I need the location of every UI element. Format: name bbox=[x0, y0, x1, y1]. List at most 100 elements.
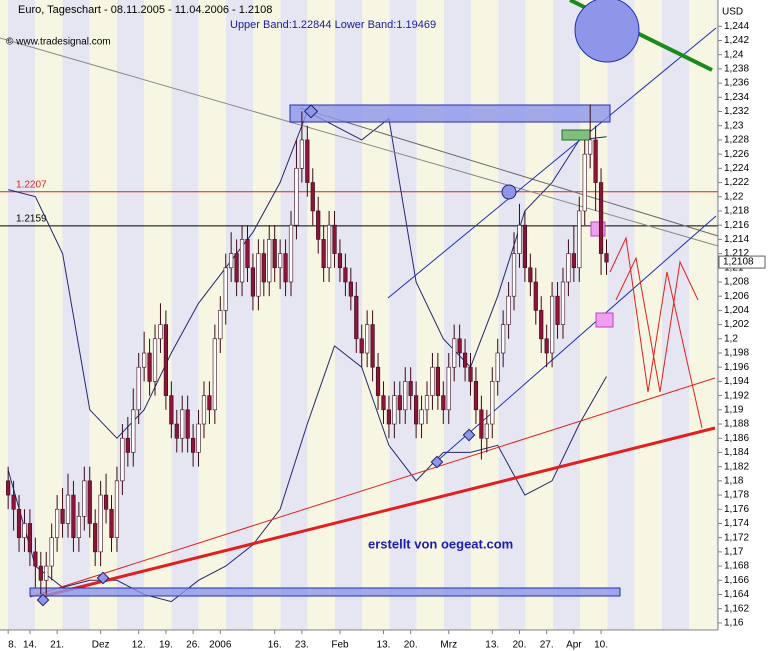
candle-body bbox=[316, 210, 321, 240]
candle-body bbox=[577, 210, 582, 269]
candle-body bbox=[479, 409, 484, 439]
y-tick-label: 1,234 bbox=[724, 92, 749, 103]
candle-body bbox=[55, 508, 60, 538]
level-label: 1.2207 bbox=[16, 179, 47, 190]
x-tick-label: Mrz bbox=[440, 640, 457, 651]
source: © www.tradesignal.com bbox=[6, 37, 111, 48]
candle-body bbox=[261, 253, 266, 283]
candle-body bbox=[98, 494, 103, 553]
candle-body bbox=[142, 352, 147, 368]
candle-body bbox=[506, 295, 511, 325]
candle-body bbox=[33, 551, 38, 567]
support-line bbox=[39, 426, 716, 599]
candle-body bbox=[386, 409, 392, 425]
chart-subtitle: Upper Band:1.22844 Lower Band:1.19469 bbox=[230, 19, 436, 31]
candle-body bbox=[283, 253, 288, 283]
candle-body bbox=[354, 295, 359, 340]
candle-body bbox=[272, 239, 277, 269]
y-tick-label: 1,176 bbox=[724, 504, 749, 515]
trend-line bbox=[299, 107, 719, 237]
candle-body bbox=[452, 338, 457, 368]
candle-body bbox=[174, 423, 179, 439]
last-price-box bbox=[718, 255, 766, 269]
candle-body bbox=[571, 253, 576, 269]
candle-body bbox=[528, 267, 533, 283]
pivot-markers bbox=[36, 104, 517, 607]
y-tick-label: 1,204 bbox=[724, 305, 749, 316]
y-tick-label: 1,214 bbox=[724, 234, 749, 245]
candle-body bbox=[370, 324, 375, 368]
y-tick-label: 1,164 bbox=[724, 589, 749, 600]
y-tick-label: 1,174 bbox=[724, 518, 749, 529]
y-tick-label: 1,232 bbox=[724, 106, 749, 117]
y-tick-label: 1,168 bbox=[724, 561, 749, 572]
candle-body bbox=[533, 281, 538, 311]
y-tick-label: 1,224 bbox=[724, 163, 749, 174]
x-tick-label: 20. bbox=[404, 640, 418, 651]
candle-body bbox=[288, 224, 294, 283]
candle-body bbox=[103, 494, 109, 510]
y-tick-label: 1,182 bbox=[724, 461, 749, 472]
candle-body bbox=[414, 395, 419, 425]
candle-body bbox=[522, 224, 528, 269]
candle-body bbox=[136, 366, 141, 411]
y-tick-label: 1,202 bbox=[724, 319, 749, 330]
candle-body bbox=[381, 395, 386, 411]
candle-body bbox=[435, 366, 440, 396]
candle-body bbox=[76, 516, 81, 538]
axis-background bbox=[718, 0, 769, 651]
candle-body bbox=[109, 508, 114, 538]
candle-body bbox=[408, 381, 413, 396]
candle-body bbox=[250, 267, 256, 297]
candle-body bbox=[27, 523, 33, 553]
candle-body bbox=[158, 324, 163, 340]
candle-body bbox=[582, 153, 587, 212]
candle-body bbox=[544, 338, 549, 354]
candle-body bbox=[44, 565, 49, 581]
candle-body bbox=[294, 168, 299, 226]
x-tick-label: 20. bbox=[513, 640, 527, 651]
candle-body bbox=[278, 253, 283, 269]
candle-body bbox=[163, 324, 169, 396]
candle-body bbox=[180, 409, 185, 439]
candle-body bbox=[539, 310, 544, 340]
candle-body bbox=[223, 267, 228, 311]
pink-box bbox=[595, 312, 614, 328]
candle-body bbox=[555, 295, 560, 325]
candle-body bbox=[82, 480, 87, 517]
candle-body bbox=[598, 182, 604, 254]
last-price-label: 1,2108 bbox=[723, 257, 754, 268]
y-tick-label: 1,178 bbox=[724, 490, 749, 501]
candle-body bbox=[49, 537, 54, 567]
candle-body bbox=[490, 381, 495, 425]
candle-body bbox=[392, 395, 397, 425]
y-tick-label: 1,208 bbox=[724, 277, 749, 288]
y-tick-label: 1,226 bbox=[724, 149, 749, 160]
candle-body bbox=[60, 508, 65, 524]
candle-body bbox=[256, 253, 261, 297]
candle-body bbox=[201, 395, 207, 425]
candle-body bbox=[473, 381, 479, 411]
pivot bbox=[501, 184, 517, 200]
x-tick-label: 16. bbox=[268, 640, 282, 651]
watermark: erstellt von oegeat.com bbox=[368, 536, 513, 551]
y-tick-label: 1,238 bbox=[724, 64, 749, 75]
x-tick-label: 13. bbox=[377, 640, 391, 651]
trend-line bbox=[0, 37, 719, 247]
candle-body bbox=[365, 324, 370, 354]
candle-body bbox=[65, 494, 71, 524]
candle-body bbox=[359, 338, 364, 354]
x-tick-label: 27. bbox=[540, 640, 554, 651]
candles-layer bbox=[6, 104, 609, 595]
candle-body bbox=[321, 239, 326, 269]
candle-body bbox=[419, 409, 424, 425]
y-tick-label: 1,194 bbox=[724, 376, 749, 387]
candle-body bbox=[348, 281, 353, 297]
candle-body bbox=[604, 253, 609, 263]
candle-body bbox=[169, 395, 174, 425]
candle-body bbox=[229, 253, 234, 269]
level-label: 1.2159 bbox=[16, 214, 47, 225]
y-tick-label: 1,196 bbox=[724, 362, 749, 373]
y-tick-label: 1,192 bbox=[724, 390, 749, 401]
circle-marker bbox=[574, 0, 640, 63]
